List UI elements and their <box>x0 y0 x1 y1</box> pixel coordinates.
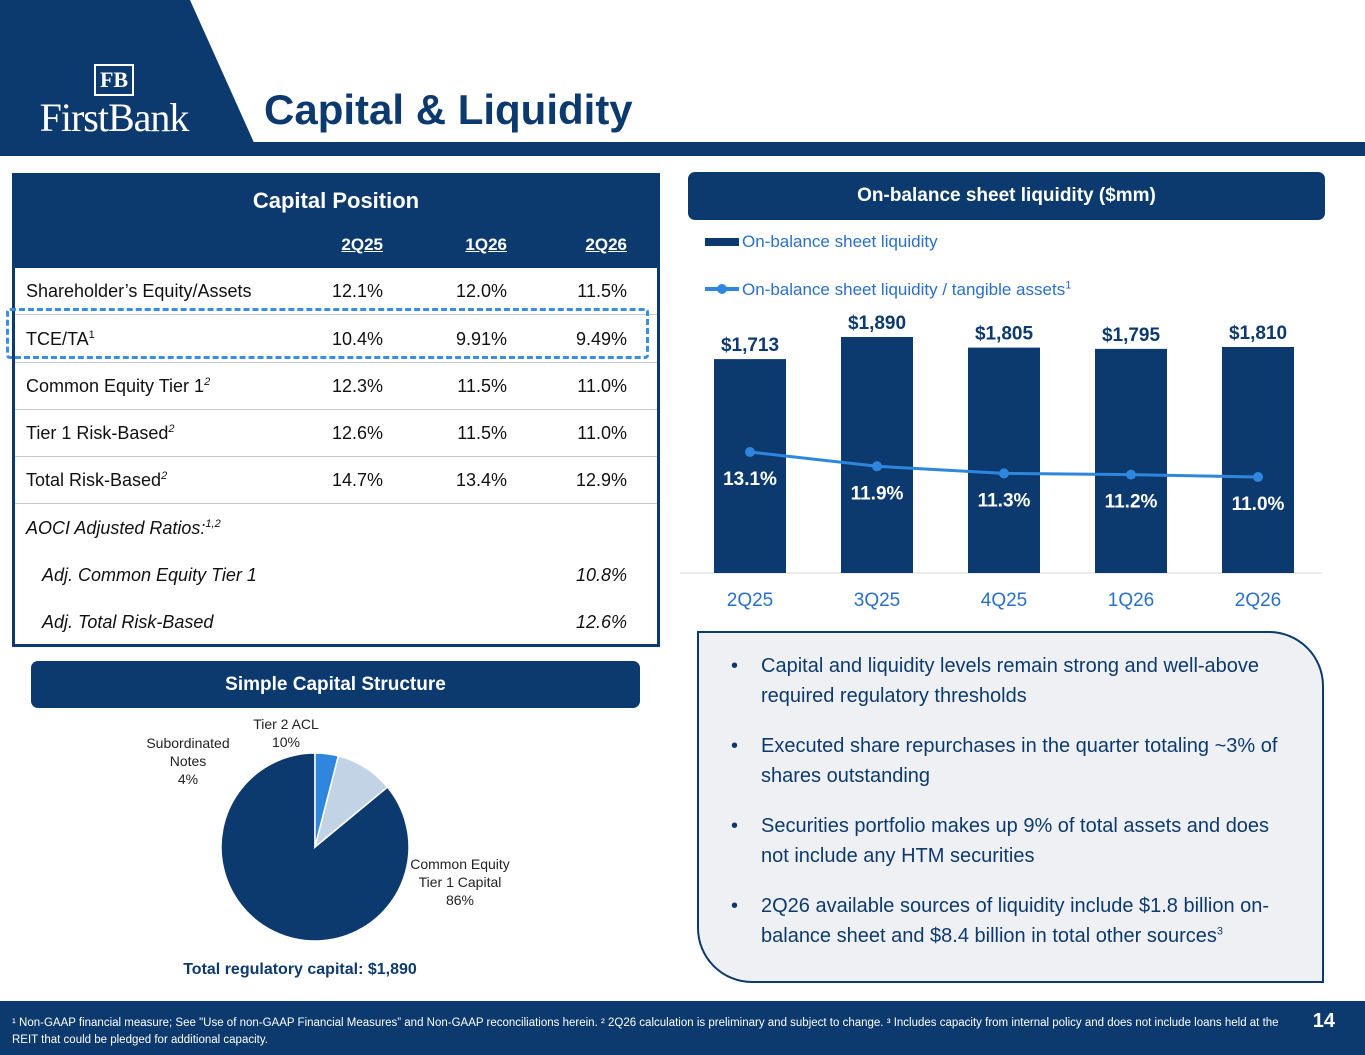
column-header: 2Q26 <box>585 235 627 254</box>
x-tick-label: 3Q25 <box>854 590 900 611</box>
table-row: AOCI Adjusted Ratios:1,2 <box>15 505 657 552</box>
bullet-item: • Capital and liquidity levels remain str… <box>731 655 1260 707</box>
ratio-value-label: 11.2% <box>1105 492 1158 513</box>
firstbank-logo: FB FirstBank <box>14 64 214 141</box>
header-bar <box>0 142 1365 156</box>
table-cell: 11.5% <box>577 281 627 301</box>
table-cell: 10.4% <box>331 329 383 349</box>
pie-slice <box>313 755 389 850</box>
bullet-item: • 2Q26 available sources of liquidity inc… <box>731 895 1270 947</box>
column-header: 1Q26 <box>465 235 507 254</box>
x-tick-label: 2Q25 <box>727 590 773 611</box>
pie-label-subordinated: Subordinated Notes 4% <box>146 735 230 787</box>
row-label: AOCI Adjusted Ratios:1,2 <box>26 518 221 538</box>
ratio-point <box>745 447 755 457</box>
pie-label-cet1: Common Equity Tier 1 Capital 86% <box>410 856 510 908</box>
logo-wordmark: FirstBank <box>39 95 190 140</box>
ratio-point <box>1126 469 1136 480</box>
pie-slice <box>220 752 410 942</box>
ratio-value-label: 11.3% <box>978 490 1031 511</box>
table-cell: 14.7% <box>331 470 383 490</box>
table-cell: 9.49% <box>575 329 627 349</box>
table-cell: 12.1% <box>331 281 383 301</box>
x-tick-label: 2Q26 <box>1235 590 1281 611</box>
table-cell: 13.4% <box>455 470 507 490</box>
capital-position-title: Capital Position <box>252 188 420 213</box>
table-cell: 11.0% <box>577 376 627 396</box>
row-label: Shareholder’s Equity/Assets <box>26 281 252 301</box>
ratio-value-label: 11.9% <box>851 483 904 504</box>
highlight-box <box>6 308 649 359</box>
table-cell: 12.6% <box>331 423 383 443</box>
bar-value-label: $1,795 <box>1102 325 1161 346</box>
footer: ¹ Non-GAAP financial measure; See "Use o… <box>0 1001 1365 1055</box>
bar <box>1222 346 1294 573</box>
row-label: Tier 1 Risk-Based2 <box>26 423 175 443</box>
footnote: ¹ Non-GAAP financial measure; See "Use o… <box>12 1017 1279 1046</box>
legend-line-marker <box>717 284 727 294</box>
table-cell: 12.9% <box>575 470 627 490</box>
commentary-box: • Capital and liquidity levels remain str… <box>697 631 1324 983</box>
legend-bar-label: On-balance sheet liquidity <box>742 232 938 251</box>
table-row: Adj. Total Risk-Based 12.6% <box>15 599 657 646</box>
bar <box>841 337 913 573</box>
table-row: Common Equity Tier 12 12.3% 11.5% 11.0% <box>15 363 657 410</box>
bar-value-label: $1,713 <box>721 335 779 356</box>
table-cell: 10.8% <box>575 565 627 585</box>
ratio-value-label: 11.0% <box>1232 494 1285 515</box>
table-cell: 12.3% <box>331 376 383 396</box>
row-label: Adj. Total Risk-Based <box>42 612 214 632</box>
page-number: 14 <box>1312 1010 1335 1032</box>
table-row: Tier 1 Risk-Based2 12.6% 11.5% 11.0% <box>15 410 657 457</box>
x-tick-label: 4Q25 <box>981 590 1027 611</box>
liquidity-chart-title: On-balance sheet liquidity ($mm) <box>688 172 1325 220</box>
table-cell: 11.0% <box>577 423 627 443</box>
ratio-value-label: 13.1% <box>723 469 777 490</box>
table-cell: 9.91% <box>455 329 507 349</box>
capital-position-header: Capital Position 2Q25 1Q26 2Q26 <box>15 176 657 268</box>
bullet-item: • Securities portfolio makes up 9% of tot… <box>731 815 1270 867</box>
bar <box>1095 348 1167 573</box>
x-tick-label: 1Q26 <box>1108 590 1154 611</box>
capital-position-panel: Capital Position 2Q25 1Q26 2Q26 Sharehol… <box>12 173 660 647</box>
ratio-point <box>872 461 882 472</box>
bullet-item: • Executed share repurchases in the quart… <box>731 735 1278 787</box>
table-row: Adj. Common Equity Tier 1 10.8% <box>15 552 657 599</box>
row-label: Adj. Common Equity Tier 1 <box>42 565 257 585</box>
bar <box>968 347 1040 573</box>
legend-line-label: On-balance sheet liquidity / tangible as… <box>742 279 1072 299</box>
total-regulatory-capital: Total regulatory capital: $1,890 <box>183 961 417 978</box>
table-row: Total Risk-Based2 14.7% 13.4% 12.9% <box>15 457 657 504</box>
pie-label-tier2: Tier 2 ACL 10% <box>253 716 319 750</box>
table-row: TCE/TA1 10.4% 9.91% 9.49% <box>15 316 657 363</box>
column-header: 2Q25 <box>341 235 383 254</box>
table-cell: 12.6% <box>575 612 627 632</box>
table-cell: 12.0% <box>455 281 507 301</box>
ratio-point <box>1253 472 1263 482</box>
table-cell: 11.5% <box>457 423 507 443</box>
table-cell: 11.5% <box>457 376 507 396</box>
capital-structure-title: Simple Capital Structure <box>31 661 640 708</box>
row-label: Common Equity Tier 12 <box>26 376 211 396</box>
legend-bar-swatch <box>705 238 739 246</box>
ratio-point <box>999 468 1009 479</box>
row-label: TCE/TA1 <box>26 329 95 349</box>
bar <box>714 359 786 573</box>
row-label: Total Risk-Based2 <box>26 470 168 490</box>
bar-value-label: $1,890 <box>848 313 906 334</box>
table-row: Shareholder’s Equity/Assets 12.1% 12.0% 11.… <box>15 268 657 315</box>
bar-value-label: $1,810 <box>1229 323 1287 344</box>
page-title: Capital & Liquidity <box>264 86 633 133</box>
logo-monogram: FB <box>94 64 134 96</box>
bar-value-label: $1,805 <box>975 324 1034 345</box>
